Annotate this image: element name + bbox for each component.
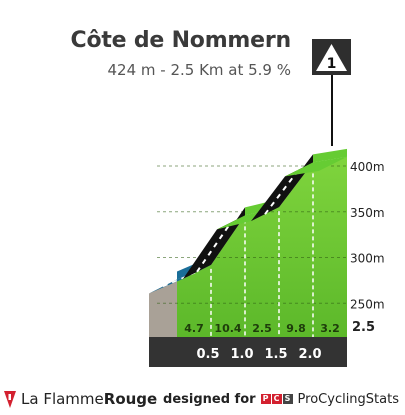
marker-label: 1	[327, 56, 337, 72]
road-segment-5	[313, 148, 347, 163]
profile-area	[177, 156, 347, 337]
flame-icon	[4, 391, 16, 408]
brand-logo: La FlammeRouge	[3, 388, 157, 410]
gradient-label-3: 2.5	[252, 322, 272, 335]
pcs-name: ProCyclingStats	[297, 391, 399, 407]
y-tick-label-350: 350m	[350, 206, 385, 220]
pcs-logo-c: C	[271, 394, 282, 404]
designed-for-credit: designed for P C S ProCyclingStats	[163, 388, 399, 410]
total-distance-label: 2.5	[352, 320, 375, 335]
road-top-5	[285, 156, 347, 177]
designed-for-label: designed for	[163, 391, 256, 407]
gradient-label-1: 4.7	[184, 322, 204, 335]
gradient-label-2: 10.4	[214, 322, 241, 335]
y-tick-label-300: 300m	[350, 252, 385, 266]
pcs-logo-p: P	[260, 394, 271, 404]
km-label-0.5: 0.5	[196, 347, 219, 362]
climb-marker: 1	[312, 39, 351, 146]
climb-stats: 424 m - 2.5 Km at 5.9 %	[107, 61, 291, 79]
pcs-logo-s: S	[282, 394, 293, 404]
profile-side-face	[149, 279, 177, 337]
km-label-2.0: 2.0	[298, 347, 321, 362]
gradient-label-4: 9.8	[286, 322, 306, 335]
marker-triangle	[316, 44, 347, 71]
km-label-1.0: 1.0	[230, 347, 253, 362]
road-top-4	[251, 162, 313, 222]
gradient-label-5: 3.2	[320, 322, 340, 335]
km-label-1.5: 1.5	[264, 347, 287, 362]
elevation-profile-chart: 1 250m 300m 350m 400m 4.7 10.4 2.5 9.8 3.2 0.5 1.0…	[149, 39, 385, 367]
distance-band	[149, 337, 347, 367]
road-top-2	[183, 215, 245, 279]
brand-name: La FlammeRouge	[21, 390, 158, 408]
climb-title: Côte de Nommern	[70, 28, 292, 53]
y-tick-label-400: 400m	[350, 160, 385, 174]
y-tick-label-250: 250m	[350, 297, 385, 311]
